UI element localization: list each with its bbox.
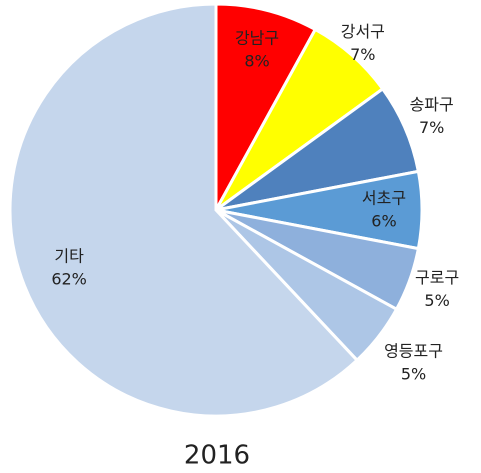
slice-label: 강남구 xyxy=(235,29,279,48)
slice-value-label: 8% xyxy=(244,52,269,71)
slice-label: 구로구 xyxy=(415,268,459,287)
slice-label: 영등포구 xyxy=(384,342,443,361)
slice-value-label: 7% xyxy=(350,45,375,64)
pie-slice xyxy=(8,2,360,418)
slice-label: 서초구 xyxy=(362,189,406,208)
pie-slice xyxy=(214,2,318,211)
slice-label: 강서구 xyxy=(341,22,385,41)
slice-label: 기타 xyxy=(54,247,84,266)
slice-value-label: 62% xyxy=(51,270,87,289)
slice-value-label: 5% xyxy=(401,365,426,384)
slice-value-label: 7% xyxy=(419,118,444,137)
slice-value-label: 6% xyxy=(371,212,396,231)
chart-title: 2016 xyxy=(184,441,250,471)
slice-value-label: 5% xyxy=(424,291,449,310)
slice-label: 송파구 xyxy=(410,95,454,114)
